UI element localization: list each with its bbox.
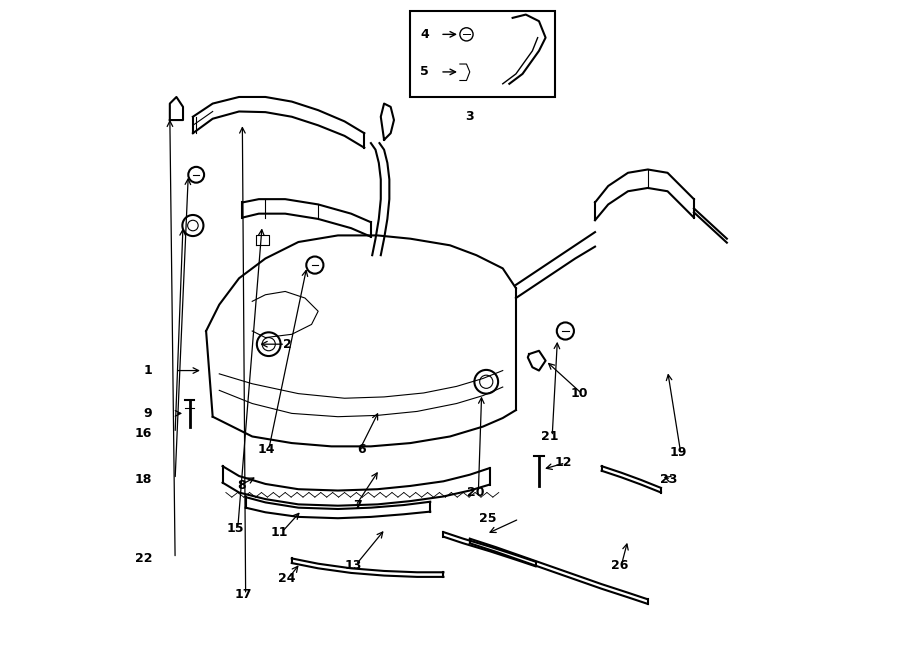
- Text: 12: 12: [554, 456, 572, 469]
- Text: 9: 9: [143, 407, 152, 420]
- Text: 19: 19: [670, 446, 688, 459]
- Text: 8: 8: [237, 479, 246, 493]
- Text: 1: 1: [143, 364, 152, 377]
- Text: 13: 13: [345, 559, 363, 571]
- Text: 25: 25: [479, 512, 496, 526]
- Text: 5: 5: [420, 66, 429, 78]
- Text: 4: 4: [420, 28, 429, 41]
- Text: 6: 6: [357, 443, 366, 456]
- Text: 20: 20: [467, 486, 485, 499]
- Text: 18: 18: [135, 473, 152, 486]
- Text: 21: 21: [541, 430, 559, 443]
- Text: 15: 15: [227, 522, 244, 536]
- Text: 26: 26: [610, 559, 628, 571]
- Text: 14: 14: [257, 443, 275, 456]
- Text: 24: 24: [277, 572, 295, 585]
- Text: 7: 7: [354, 499, 363, 512]
- Text: 22: 22: [134, 552, 152, 565]
- Text: 16: 16: [135, 427, 152, 440]
- Text: 10: 10: [571, 387, 589, 400]
- Text: 23: 23: [660, 473, 678, 486]
- Text: 11: 11: [271, 526, 289, 539]
- Text: 17: 17: [235, 589, 252, 601]
- Text: 2: 2: [283, 338, 292, 351]
- Bar: [410, 11, 555, 97]
- Text: 3: 3: [465, 111, 474, 123]
